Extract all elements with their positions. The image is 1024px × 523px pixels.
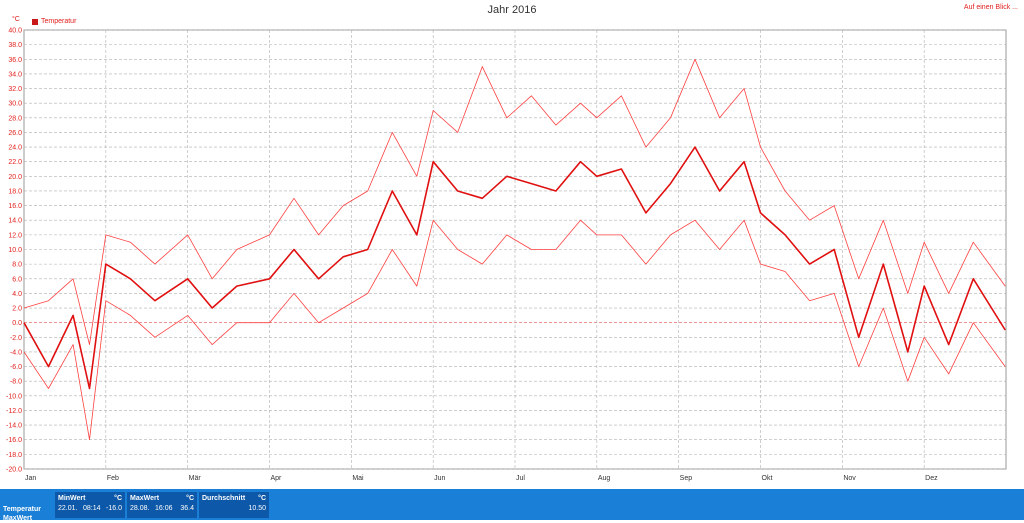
y-tick-label: 10.0 [8, 247, 22, 254]
x-tick-label: Sep [680, 475, 693, 482]
avg-value: 10.50 [248, 505, 266, 512]
y-tick-label: 2.0 [12, 306, 22, 313]
avg-header: Durchschnitt [202, 495, 246, 502]
stats-row-label: Temperatur MaxWert [3, 505, 41, 523]
x-tick-label: Aug [598, 475, 611, 482]
y-tick-label: -14.0 [6, 423, 22, 430]
x-tick-label: Dez [925, 475, 938, 482]
x-tick-label: Feb [107, 475, 119, 482]
avg-temperature-line [23, 146, 1006, 390]
y-tick-label: 0.0 [12, 320, 22, 327]
avg-unit: °C [258, 495, 266, 502]
max-date: 28.08. [130, 505, 150, 512]
y-tick-label: 20.0 [8, 174, 22, 181]
y-axis-unit: °C [12, 16, 20, 23]
max-time: 16:06 [155, 505, 173, 512]
avg-value-cell: Durchschnitt °C 10.50 [199, 492, 269, 518]
y-tick-label: -16.0 [6, 437, 22, 444]
max-value-cell: MaxWert °C 28.08. 16:06 36.4 [127, 492, 197, 518]
y-tick-label: 30.0 [8, 101, 22, 108]
stats-row-label-maxwert: MaxWert [3, 515, 33, 522]
y-tick-label: -6.0 [10, 364, 22, 371]
stats-row-label-temperature: Temperatur [3, 506, 41, 513]
min-unit: °C [114, 495, 122, 502]
x-tick-label: Mär [189, 475, 202, 482]
max-value: 36.4 [180, 505, 194, 512]
x-tick-label: Jul [516, 475, 525, 482]
x-tick-label: Jun [434, 475, 445, 482]
y-tick-label: 36.0 [8, 57, 22, 64]
temperature-chart: 40.0 38.0 36.0 34.0 32.0 30.0 28.0 26.0 24.0 22.0… [6, 28, 1007, 482]
legend: Temperatur [32, 18, 76, 25]
y-tick-label: 28.0 [8, 115, 22, 122]
min-temperature-line [23, 219, 1006, 441]
overview-link[interactable]: Auf einen Blick ... [963, 4, 1018, 11]
y-tick-label: -20.0 [6, 467, 22, 474]
y-tick-label: 6.0 [12, 276, 22, 283]
y-tick-label: -18.0 [6, 452, 22, 459]
y-tick-label: -2.0 [10, 335, 22, 342]
min-header: MinWert [58, 495, 86, 502]
y-tick-label: 4.0 [12, 291, 22, 298]
y-tick-label: 18.0 [8, 188, 22, 195]
max-unit: °C [186, 495, 194, 502]
legend-label: Temperatur [41, 18, 77, 25]
y-tick-label: -10.0 [6, 393, 22, 400]
chart-title: Jahr 2016 [487, 4, 537, 16]
y-tick-label: 38.0 [8, 42, 22, 49]
y-tick-label: 26.0 [8, 130, 22, 137]
y-tick-label: 12.0 [8, 232, 22, 239]
x-tick-label: Nov [843, 475, 856, 482]
y-tick-label: 16.0 [8, 203, 22, 210]
y-tick-label: 22.0 [8, 159, 22, 166]
x-tick-label: Okt [762, 475, 773, 482]
x-tick-label: Mai [352, 475, 364, 482]
y-tick-label: -8.0 [10, 379, 22, 386]
x-tick-label: Jan [25, 475, 36, 482]
y-tick-label: -12.0 [6, 408, 22, 415]
y-tick-label: 14.0 [8, 218, 22, 225]
legend-swatch [32, 18, 38, 25]
min-date: 22.01. [58, 505, 78, 512]
y-tick-label: 40.0 [8, 28, 22, 35]
min-value: -16.0 [106, 505, 122, 512]
x-tick-label: Apr [271, 475, 283, 482]
min-time: 08:14 [83, 505, 101, 512]
y-tick-label: 32.0 [8, 86, 22, 93]
y-tick-label: -4.0 [10, 349, 22, 356]
min-value-cell: MinWert °C 22.01. 08:14 -16.0 [55, 492, 125, 518]
max-temperature-line [23, 58, 1006, 346]
y-tick-label: 34.0 [8, 71, 22, 78]
y-tick-label: 24.0 [8, 145, 22, 152]
max-header: MaxWert [130, 495, 160, 502]
y-tick-label: 8.0 [12, 262, 22, 269]
